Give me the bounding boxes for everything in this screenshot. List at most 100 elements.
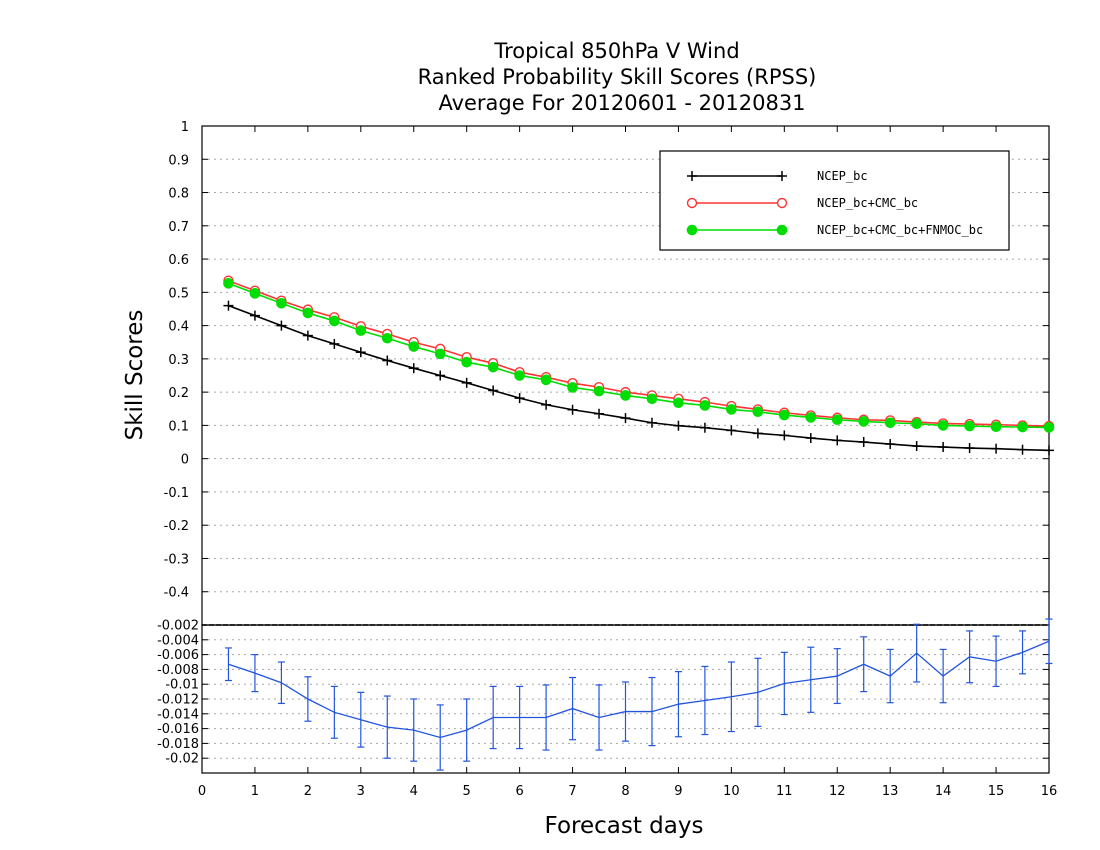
error-bar xyxy=(595,684,603,751)
data-point-plus xyxy=(567,404,578,415)
data-point-plus xyxy=(779,430,790,441)
error-bar xyxy=(939,648,947,704)
legend-label: NCEP_bc+CMC_bc+FNMOC_bc xyxy=(817,223,983,237)
data-point-filled-circle xyxy=(1043,422,1055,433)
data-point-filled-circle xyxy=(302,307,314,319)
data-point-filled-circle xyxy=(858,416,870,427)
error-bar xyxy=(913,623,921,683)
data-point-filled-circle xyxy=(329,315,340,327)
error-bar xyxy=(701,665,709,736)
series-line-2 xyxy=(228,282,1050,429)
data-point-plus xyxy=(673,420,684,431)
data-point-plus xyxy=(408,363,419,374)
data-point-filled-circle xyxy=(567,382,578,393)
y-tick-label-top: 0.5 xyxy=(168,286,189,301)
x-tick-label: 8 xyxy=(621,784,629,799)
legend-entry: NCEP_bc xyxy=(687,169,868,183)
error-bar xyxy=(357,691,365,748)
chart-title-line2: Ranked Probability Skill Scores (RPSS) xyxy=(418,65,817,89)
data-point-plus xyxy=(435,370,446,381)
y-tick-label-top: -0.4 xyxy=(164,586,189,601)
error-bar xyxy=(489,685,497,750)
y-tick-label-top: 0 xyxy=(181,453,189,468)
data-point-filled-circle xyxy=(223,278,234,289)
data-point-plus xyxy=(858,437,869,448)
chart-title: Tropical 850hPa V Wind Ranked Probabilit… xyxy=(418,39,817,115)
x-tick-label: 15 xyxy=(988,784,1005,799)
data-point-filled-circle xyxy=(831,414,843,426)
data-point-plus xyxy=(991,443,1002,454)
y-tick-label-top: 0.2 xyxy=(168,386,189,401)
data-point-filled-circle xyxy=(964,420,975,432)
error-bar xyxy=(463,698,471,762)
x-tick-label: 7 xyxy=(568,784,576,799)
x-tick-label: 3 xyxy=(357,784,365,799)
error-bar xyxy=(754,657,762,727)
error-bar xyxy=(886,648,894,704)
data-point-plus xyxy=(752,428,763,439)
y-tick-label-bottom: -0.002 xyxy=(157,619,199,634)
x-tick-label: 13 xyxy=(882,784,899,799)
y-tick-label-bottom: -0.004 xyxy=(157,633,199,648)
y-tick-label-top: 0.3 xyxy=(168,353,189,368)
data-point-filled-circle xyxy=(673,397,684,409)
error-bar xyxy=(251,653,259,693)
y-axis-title: Skill Scores xyxy=(122,310,148,441)
x-tick-label: 11 xyxy=(776,784,793,799)
y-tick-label-top: -0.2 xyxy=(164,519,189,534)
error-bar xyxy=(224,647,232,682)
data-point-plus xyxy=(594,408,605,419)
data-point-plus xyxy=(514,393,525,404)
error-bar xyxy=(516,685,524,750)
y-tick-label-top: 1 xyxy=(181,120,189,135)
data-point-filled-circle xyxy=(461,356,472,368)
x-tick-label: 0 xyxy=(198,784,206,799)
legend-marker xyxy=(776,197,788,209)
data-point-filled-circle xyxy=(249,288,261,299)
error-bar xyxy=(542,684,550,751)
error-bar xyxy=(1045,618,1053,665)
y-tick-label-top: 0.6 xyxy=(168,253,189,268)
x-tick-label: 2 xyxy=(304,784,312,799)
data-point-plus xyxy=(646,417,657,428)
y-tick-label-top: 0.4 xyxy=(168,320,189,335)
data-point-plus xyxy=(699,422,710,433)
x-tick-label: 4 xyxy=(410,784,418,799)
error-bar xyxy=(833,648,841,705)
legend-entry: NCEP_bc+CMC_bc+FNMOC_bc xyxy=(686,223,983,237)
data-point-filled-circle xyxy=(779,409,790,421)
error-bar xyxy=(622,681,629,742)
data-point-plus xyxy=(620,413,631,424)
data-point-plus xyxy=(964,443,975,454)
y-tick-label-top: 0.9 xyxy=(168,153,189,168)
data-point-plus xyxy=(355,347,366,358)
legend-box xyxy=(659,150,1010,251)
x-tick-label: 5 xyxy=(463,784,471,799)
error-bar xyxy=(277,661,285,705)
data-point-filled-circle xyxy=(540,374,552,386)
y-tick-label-bottom: -0.01 xyxy=(165,678,199,693)
x-tick-label: 10 xyxy=(723,784,740,799)
data-point-filled-circle xyxy=(620,390,631,401)
data-point-filled-circle xyxy=(1017,421,1028,433)
error-bar xyxy=(992,635,1000,688)
data-point-plus xyxy=(938,442,949,453)
error-bar xyxy=(410,698,418,762)
data-point-filled-circle xyxy=(276,298,287,309)
y-tick-label-top: 0.8 xyxy=(168,187,189,202)
legend-marker xyxy=(686,224,698,236)
x-tick-label: 6 xyxy=(515,784,523,799)
y-tick-label-bottom: -0.02 xyxy=(165,752,199,767)
y-tick-label-bottom: -0.016 xyxy=(157,722,199,737)
y-tick-label-bottom: -0.006 xyxy=(157,648,199,663)
y-tick-label-top: 0.7 xyxy=(168,220,189,235)
data-point-filled-circle xyxy=(884,417,896,429)
difference-line xyxy=(228,640,1050,739)
data-point-plus xyxy=(461,377,472,388)
y-tick-label-bottom: -0.008 xyxy=(157,663,199,678)
data-point-plus xyxy=(276,320,287,331)
data-point-filled-circle xyxy=(487,361,499,373)
legend: NCEP_bc NCEP_bc+CMC_bc NCEP_bc+CMC_bc+FNMO… xyxy=(659,150,1010,251)
error-bar xyxy=(807,646,815,713)
